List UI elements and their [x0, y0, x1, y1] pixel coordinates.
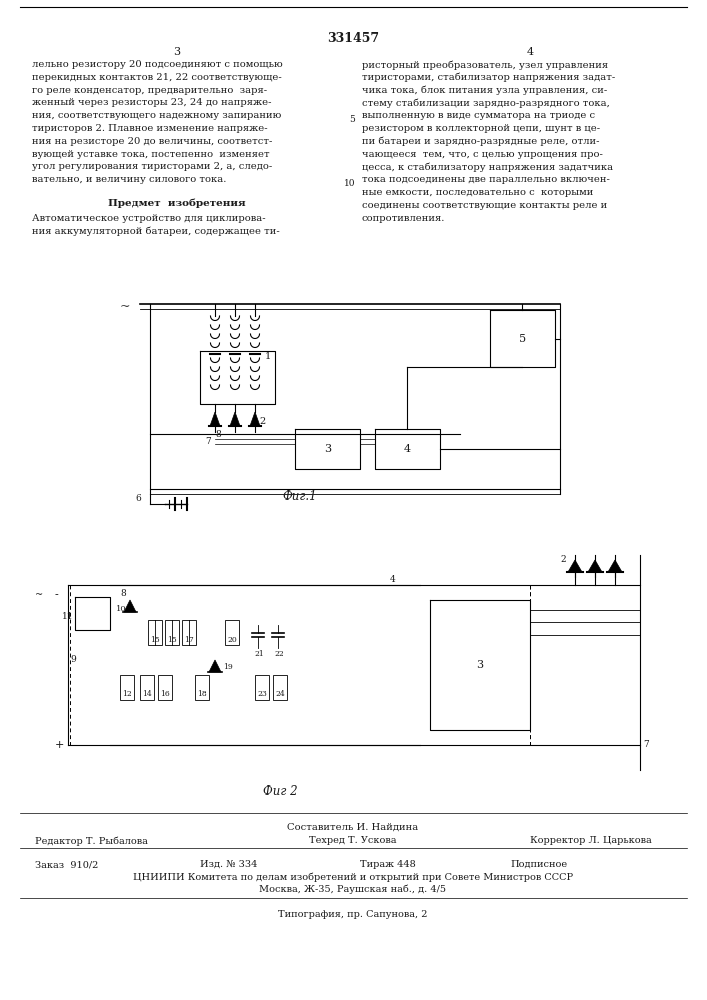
- Text: Корректор Л. Царькова: Корректор Л. Царькова: [530, 836, 652, 845]
- Bar: [225, 620, 239, 645]
- Text: Тираж 448: Тираж 448: [360, 860, 416, 869]
- Text: ЦНИИПИ Комитета по делам изобретений и открытий при Совете Министров СССР: ЦНИИПИ Комитета по делам изобретений и о…: [133, 873, 573, 882]
- Text: 5: 5: [349, 115, 355, 124]
- Text: ния, соответствующего надежному запиранию: ния, соответствующего надежному запирани…: [32, 111, 281, 120]
- Text: Автоматическое устройство для циклирова-: Автоматическое устройство для циклирова-: [32, 214, 266, 223]
- Text: стему стабилизации зарядно-разрядного тока,: стему стабилизации зарядно-разрядного то…: [362, 98, 610, 108]
- Text: 4: 4: [404, 444, 411, 454]
- Text: 331457: 331457: [327, 32, 379, 45]
- Polygon shape: [588, 560, 602, 572]
- Bar: [148, 620, 162, 645]
- Text: 3: 3: [324, 444, 331, 454]
- Polygon shape: [568, 560, 582, 572]
- Polygon shape: [124, 600, 136, 612]
- Text: 18: 18: [197, 690, 207, 698]
- Text: резистором в коллекторной цепи, шунт в це-: резистором в коллекторной цепи, шунт в ц…: [362, 124, 600, 133]
- Text: Техред Т. Ускова: Техред Т. Ускова: [309, 836, 397, 845]
- Text: соединены соответствующие контакты реле и: соединены соответствующие контакты реле …: [362, 201, 607, 210]
- Text: 16: 16: [160, 690, 170, 698]
- Text: 4: 4: [527, 47, 534, 57]
- Bar: [182, 620, 196, 645]
- Text: 11: 11: [62, 612, 74, 621]
- Text: лельно резистору 20 подсоединяют с помощью: лельно резистору 20 подсоединяют с помощ…: [32, 60, 283, 69]
- Bar: [165, 620, 179, 645]
- Text: 15: 15: [167, 636, 177, 644]
- Text: 7: 7: [643, 740, 649, 749]
- Text: +: +: [55, 740, 64, 750]
- Text: 2: 2: [259, 417, 265, 426]
- Bar: [273, 675, 287, 700]
- Text: Фиг 2: Фиг 2: [263, 785, 298, 798]
- Text: ния на резисторе 20 до величины, соответст-: ния на резисторе 20 до величины, соответ…: [32, 137, 272, 146]
- Bar: [120, 675, 134, 700]
- Text: 15: 15: [150, 636, 160, 644]
- Text: Подписное: Подписное: [510, 860, 567, 869]
- Text: Москва, Ж-35, Раушская наб., д. 4/5: Москва, Ж-35, Раушская наб., д. 4/5: [259, 885, 447, 894]
- Text: 9: 9: [70, 655, 76, 664]
- Text: 10: 10: [344, 179, 355, 188]
- Text: угол регулирования тиристорами 2, а, следо-: угол регулирования тиристорами 2, а, сле…: [32, 162, 272, 171]
- Text: ные емкости, последовательно с  которыми: ные емкости, последовательно с которыми: [362, 188, 593, 197]
- Bar: [140, 675, 154, 700]
- Text: Составитель И. Найдина: Составитель И. Найдина: [287, 823, 419, 832]
- Text: ния аккумуляторной батареи, содержащее ти-: ния аккумуляторной батареи, содержащее т…: [32, 227, 280, 236]
- Text: 14: 14: [142, 690, 152, 698]
- Text: 20: 20: [227, 636, 237, 644]
- Text: Предмет  изобретения: Предмет изобретения: [108, 198, 246, 208]
- Text: тока подсоединены две параллельно включен-: тока подсоединены две параллельно включе…: [362, 175, 610, 184]
- Text: -: -: [55, 590, 59, 600]
- Polygon shape: [608, 560, 622, 572]
- Text: 7: 7: [205, 437, 211, 446]
- Text: 3: 3: [173, 47, 180, 57]
- Text: ~: ~: [120, 300, 131, 313]
- Text: 8: 8: [120, 589, 126, 598]
- Text: Заказ  910/2: Заказ 910/2: [35, 860, 98, 869]
- Polygon shape: [230, 412, 240, 426]
- Text: чика тока, блок питания узла управления, си-: чика тока, блок питания узла управления,…: [362, 86, 607, 95]
- Text: 10: 10: [116, 605, 127, 613]
- Bar: [158, 675, 172, 700]
- Polygon shape: [250, 412, 260, 426]
- Text: сопротивления.: сопротивления.: [362, 214, 445, 223]
- Text: выполненную в виде сумматора на триоде с: выполненную в виде сумматора на триоде с: [362, 111, 595, 120]
- Text: перекидных контактов 21, 22 соответствующе-: перекидных контактов 21, 22 соответствую…: [32, 73, 282, 82]
- Text: 21: 21: [254, 650, 264, 658]
- Text: ~: ~: [35, 590, 43, 599]
- Text: 2: 2: [560, 555, 566, 564]
- Text: пи батареи и зарядно-разрядные реле, отли-: пи батареи и зарядно-разрядные реле, отл…: [362, 137, 600, 146]
- Text: вующей уставке тока, постепенно  изменяет: вующей уставке тока, постепенно изменяет: [32, 150, 269, 159]
- Text: го реле конденсатор, предварительно  заря-: го реле конденсатор, предварительно заря…: [32, 86, 267, 95]
- Bar: [255, 675, 269, 700]
- Text: 23: 23: [257, 690, 267, 698]
- Polygon shape: [209, 660, 221, 672]
- Text: тиристорами, стабилизатор напряжения задат-: тиристорами, стабилизатор напряжения зад…: [362, 73, 615, 82]
- Text: 8: 8: [215, 430, 221, 439]
- Text: 12: 12: [122, 690, 132, 698]
- Text: 19: 19: [223, 663, 233, 671]
- Text: вательно, и величину силового тока.: вательно, и величину силового тока.: [32, 175, 226, 184]
- Text: 22: 22: [274, 650, 284, 658]
- Text: 17: 17: [184, 636, 194, 644]
- Text: ристорный преобразователь, узел управления: ристорный преобразователь, узел управлен…: [362, 60, 608, 70]
- Text: чающееся  тем, что, с целью упрощения про-: чающееся тем, что, с целью упрощения про…: [362, 150, 603, 159]
- Bar: [195, 675, 209, 700]
- Text: Изд. № 334: Изд. № 334: [200, 860, 257, 869]
- Text: Типография, пр. Сапунова, 2: Типография, пр. Сапунова, 2: [279, 910, 428, 919]
- Text: 4: 4: [390, 575, 396, 584]
- Text: 6: 6: [135, 494, 141, 503]
- Polygon shape: [210, 412, 220, 426]
- Text: тиристоров 2. Плавное изменение напряже-: тиристоров 2. Плавное изменение напряже-: [32, 124, 268, 133]
- Text: 5: 5: [519, 334, 526, 344]
- Text: 3: 3: [477, 660, 484, 670]
- Text: женный через резисторы 23, 24 до напряже-: женный через резисторы 23, 24 до напряже…: [32, 98, 271, 107]
- Text: Фиг.1: Фиг.1: [283, 490, 317, 503]
- Text: 24: 24: [275, 690, 285, 698]
- Text: 1: 1: [265, 352, 271, 361]
- Text: Редактор Т. Рыбалова: Редактор Т. Рыбалова: [35, 836, 148, 846]
- Text: цесса, к стабилизатору напряжения задатчика: цесса, к стабилизатору напряжения задатч…: [362, 162, 613, 172]
